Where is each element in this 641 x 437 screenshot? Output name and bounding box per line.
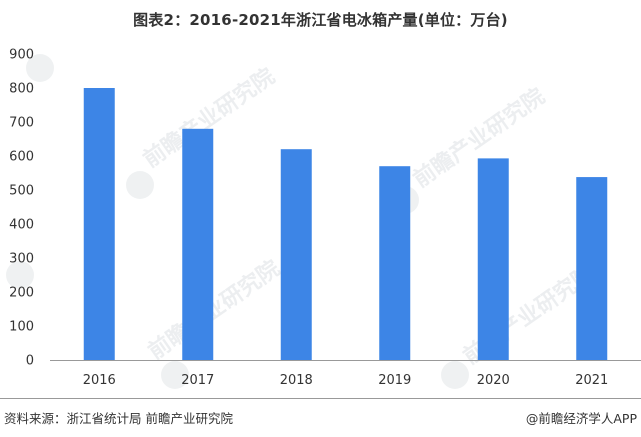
x-tick-label: 2018	[280, 373, 313, 388]
y-tick-label: 100	[9, 320, 34, 335]
x-tick-label: 2016	[83, 373, 116, 388]
bar-2017	[182, 128, 214, 360]
x-axis: 2016 2017 2018 2019 2020 2021	[83, 373, 609, 388]
y-tick-label: 300	[9, 252, 34, 267]
y-tick-label: 400	[9, 218, 34, 233]
y-tick-label: 200	[9, 286, 34, 301]
watermark-text: 前瞻产业研究院	[144, 255, 285, 365]
y-tick-label: 0	[26, 354, 34, 369]
x-tick-label: 2020	[477, 373, 510, 388]
bar-2020	[477, 158, 509, 360]
bar-2019	[379, 166, 411, 360]
bar-2021	[576, 177, 608, 360]
y-tick-label: 600	[9, 150, 34, 165]
chart-footer: 资料来源：浙江省统计局 前瞻产业研究院 @前瞻经济学人APP	[0, 398, 641, 437]
bar-2018	[280, 149, 312, 360]
source-note: 资料来源：浙江省统计局 前瞻产业研究院	[4, 411, 233, 426]
bar-2016	[83, 88, 115, 360]
y-axis: 0 100 200 300 400 500 600 700 800 900	[9, 48, 34, 369]
bar-series	[83, 88, 608, 360]
brand-credit: @前瞻经济学人APP	[525, 411, 637, 426]
y-tick-label: 700	[9, 116, 34, 131]
y-tick-label: 500	[9, 184, 34, 199]
x-tick-label: 2017	[181, 373, 214, 388]
x-tick-label: 2019	[378, 373, 411, 388]
y-tick-label: 900	[9, 48, 34, 63]
chart-title: 图表2：2016-2021年浙江省电冰箱产量(单位：万台)	[133, 11, 508, 29]
y-tick-label: 800	[9, 82, 34, 97]
bar-chart: 前瞻产业研究院 前瞻产业研究院 前瞻产业研究院 前瞻产业研究院 01002003…	[6, 48, 641, 389]
x-tick-label: 2021	[575, 373, 608, 388]
